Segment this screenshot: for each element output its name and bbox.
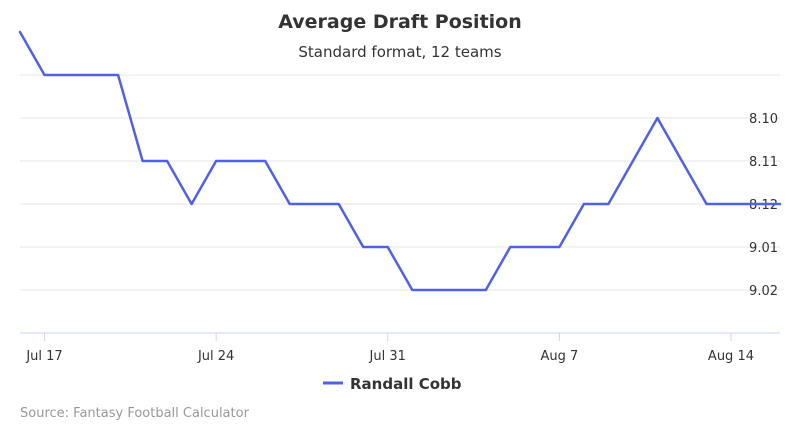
grid (20, 74, 780, 291)
chart-title: Average Draft Position (278, 11, 522, 33)
y-tick-label: 8.11 (749, 155, 778, 170)
plot-area (18, 30, 782, 292)
series-line-randall-cobb (18, 30, 782, 292)
x-axis: Jul 17 Jul 24 Jul 31 Aug 7 Aug 14 (25, 333, 754, 364)
legend-label: Randall Cobb (350, 375, 462, 393)
x-tick-label: Jul 31 (369, 349, 406, 364)
x-tick-label: Aug 14 (708, 349, 754, 364)
legend[interactable]: Randall Cobb (323, 375, 462, 393)
y-axis: 8.10 8.11 8.12 9.01 9.02 (749, 112, 778, 299)
y-tick-label: 8.12 (749, 198, 778, 213)
y-tick-label: 9.02 (749, 284, 778, 299)
x-tick-label: Jul 24 (197, 349, 234, 364)
y-tick-label: 8.10 (749, 112, 778, 127)
chart-subtitle: Standard format, 12 teams (298, 43, 501, 61)
x-tick-label: Aug 7 (540, 349, 578, 364)
x-tick-label: Jul 17 (25, 349, 62, 364)
credit-text: Source: Fantasy Football Calculator (20, 406, 250, 421)
y-tick-label: 9.01 (749, 241, 778, 256)
